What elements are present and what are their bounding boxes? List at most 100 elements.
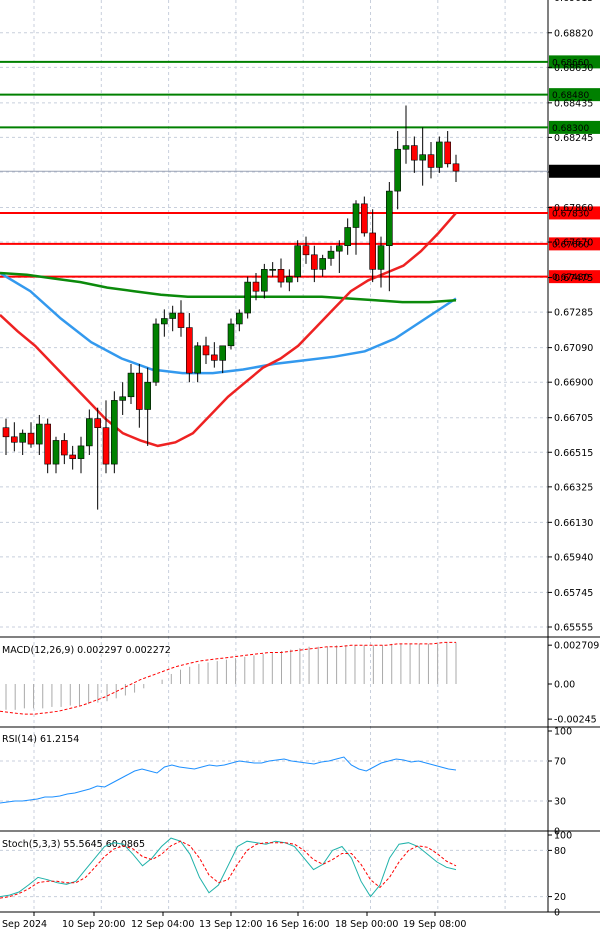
price-tick-label: 0.67285 [554, 308, 593, 319]
candle-down [61, 440, 68, 456]
level-label: 0.68300 [552, 124, 589, 134]
rsi-panel: RSI(14) 61.2154 100 70 30 0 [0, 727, 572, 838]
ma-fast-line [0, 212, 457, 448]
price-tick-label: 0.66705 [554, 413, 593, 424]
candle-down [277, 269, 285, 283]
candle-up [36, 423, 43, 445]
price-tick-label: 0.68435 [554, 98, 593, 109]
price-tick-label: 0.66515 [554, 448, 593, 459]
macd-label: MACD(12,26,9) 0.002297 0.002272 [2, 645, 171, 656]
candle-up [144, 381, 151, 410]
price-tick-label: 0.68055 [554, 167, 593, 178]
candle-up [227, 323, 235, 347]
indicator-tick-label: 0.002709 [554, 641, 599, 652]
candle-up [394, 148, 401, 192]
price-tick-label: 0.69015 [554, 0, 593, 4]
candle-up [111, 400, 118, 465]
candle-up [169, 312, 176, 319]
candle-up [52, 440, 60, 465]
price-tick-label: 0.68820 [554, 28, 593, 39]
candle-down [44, 423, 51, 465]
price-tick-label: 0.67475 [554, 273, 593, 284]
candle-down [136, 372, 143, 410]
time-tick-label: 12 Sep 04:00 [131, 919, 194, 930]
indicator-tick-label: 80 [554, 846, 566, 857]
current-price-bg [549, 164, 600, 178]
candle-up [336, 245, 343, 252]
candle-up [319, 258, 326, 270]
price-tick-label: 0.66900 [554, 378, 593, 389]
candle-up [352, 203, 360, 228]
time-tick-label: 13 Sep 12:00 [199, 919, 262, 930]
candle-down [69, 454, 76, 459]
candle-down [211, 354, 218, 361]
indicator-tick-label: 100 [554, 727, 572, 738]
rsi-line [0, 756, 457, 804]
candle-down [94, 418, 101, 429]
candle-up [419, 154, 426, 161]
candle-up [127, 372, 135, 398]
indicator-tick-label: 100 [554, 831, 572, 842]
price-tick-label: 0.67860 [554, 203, 593, 214]
moving-averages [0, 212, 457, 448]
candle-down [311, 254, 318, 270]
candle-down [11, 436, 18, 443]
candle-up [152, 323, 160, 383]
candle-up [19, 432, 26, 443]
rsi-label: RSI(14) 61.2154 [2, 734, 79, 745]
candle-down [361, 203, 368, 234]
price-tick-label: 0.65745 [554, 588, 593, 599]
indicator-tick-label: 30 [554, 797, 566, 808]
indicator-tick-label: 70 [554, 757, 566, 768]
candle-up [327, 250, 335, 259]
candle-down [102, 427, 110, 465]
price-tick-label: 0.66325 [554, 482, 593, 493]
support-resistance-levels: 0.68660 0.68480 0.68300 0.67830 0.67660 0.674… [0, 55, 600, 284]
price-panel: 0.68660 0.68480 0.68300 0.67830 0.67660 0.674… [0, 0, 600, 633]
price-tick-label: 0.68245 [554, 133, 593, 144]
indicator-tick-label: 0 [554, 908, 560, 919]
candle-up [119, 396, 126, 401]
candle-down [202, 345, 210, 356]
panel-borders [0, 0, 600, 913]
stoch-k-line [0, 837, 457, 898]
candle-up [294, 245, 301, 277]
candle-down [302, 245, 310, 256]
price-tick-label: 0.65940 [554, 552, 593, 563]
candle-up [269, 269, 276, 271]
candle-up [402, 145, 410, 150]
candle-up [86, 418, 93, 447]
level-label: 0.68660 [552, 58, 589, 68]
price-tick-label: 0.68630 [554, 63, 593, 74]
level-label: 0.68480 [552, 91, 589, 101]
candle-up [386, 190, 393, 247]
candle-up [436, 141, 443, 168]
candle-down [452, 163, 460, 172]
time-tick-label: 16 Sep 16:00 [266, 919, 329, 930]
candle-up [244, 281, 251, 314]
candle-down [2, 427, 10, 438]
ma-slow-line [0, 271, 457, 375]
level-label-bg [549, 88, 600, 102]
candle-up [161, 318, 168, 325]
current-price-label: 0.68059 [552, 168, 589, 178]
level-label: 0.67660 [552, 240, 589, 250]
time-axis: Sep 2024 10 Sep 20:00 12 Sep 04:00 13 Sep 1… [2, 912, 466, 930]
candle-down [427, 154, 435, 168]
level-label-bg [549, 237, 600, 251]
candle-down [177, 312, 185, 328]
candle-down [444, 141, 451, 165]
indicator-tick-label: 20 [554, 892, 566, 903]
candle-down [411, 145, 418, 161]
time-tick-label: 10 Sep 20:00 [62, 919, 125, 930]
indicator-tick-label: 0.00 [554, 680, 575, 691]
candle-up [344, 227, 351, 247]
candle-up [194, 345, 201, 374]
level-label-bg [549, 270, 600, 284]
level-label-bg [549, 55, 600, 69]
candle-up [377, 245, 385, 270]
level-label: 0.67480 [552, 273, 589, 283]
candle-down [186, 327, 193, 374]
level-label: 0.67830 [552, 209, 589, 219]
